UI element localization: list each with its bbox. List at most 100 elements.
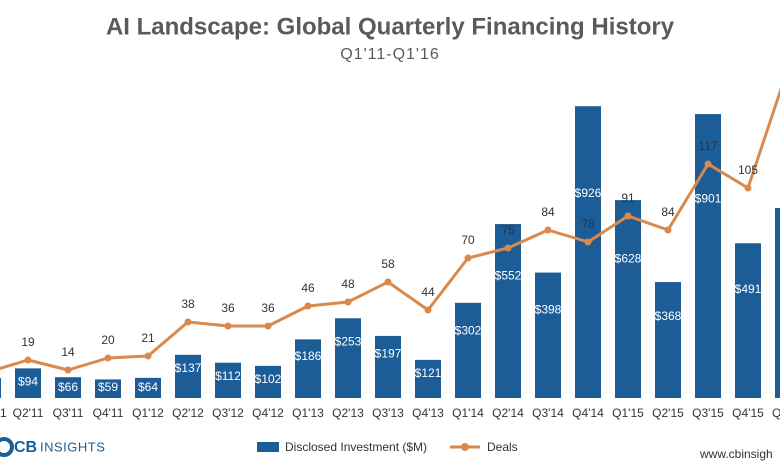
x-tick-label: Q4'14 bbox=[572, 406, 604, 420]
deals-value-label: 58 bbox=[381, 257, 395, 271]
bar bbox=[95, 379, 121, 398]
bar-value-label: $94 bbox=[18, 375, 38, 389]
deals-point bbox=[584, 238, 592, 246]
bar-value-label: $398 bbox=[535, 302, 562, 316]
legend-label: Disclosed Investment ($M) bbox=[285, 440, 427, 454]
deals-value-label: 105 bbox=[738, 163, 758, 177]
bar bbox=[55, 377, 81, 398]
bar bbox=[455, 302, 481, 398]
deals-value-label: 48 bbox=[341, 277, 355, 291]
deals-value-label: 14 bbox=[61, 345, 75, 359]
x-tick-label: Q1'13 bbox=[292, 406, 324, 420]
chart-subtitle: Q1'11-Q1'16 bbox=[340, 46, 440, 63]
deals-point bbox=[64, 366, 72, 374]
deals-value-label: 75 bbox=[501, 223, 515, 237]
deals-point bbox=[464, 254, 472, 262]
bar-value-label: $66 bbox=[58, 380, 78, 394]
bar bbox=[335, 318, 361, 398]
bar bbox=[695, 114, 721, 398]
bar bbox=[535, 272, 561, 398]
bar-value-label: $628 bbox=[615, 252, 642, 266]
bar-value-label: $112 bbox=[215, 369, 241, 383]
bar bbox=[615, 200, 641, 398]
x-tick-label: Q2'14 bbox=[492, 406, 524, 420]
deals-value-label: 91 bbox=[621, 191, 635, 205]
bar-value-label: $901 bbox=[695, 191, 722, 205]
deals-value-label: 84 bbox=[661, 205, 675, 219]
x-tick-label: Q4'12 bbox=[252, 406, 284, 420]
bar-value-label: $302 bbox=[455, 324, 482, 338]
x-tick-label: Q2'15 bbox=[652, 406, 684, 420]
x-tick-label: Q1'15 bbox=[612, 406, 644, 420]
bar-value-label: $64 bbox=[138, 380, 158, 394]
x-tick-label: Q bbox=[772, 406, 780, 420]
bar bbox=[495, 224, 521, 398]
deals-point bbox=[664, 226, 672, 234]
bar bbox=[215, 362, 241, 398]
deals-point bbox=[424, 306, 432, 314]
deals-point bbox=[264, 322, 272, 330]
bar-value-label: $926 bbox=[575, 186, 602, 200]
bar-value-label: $368 bbox=[655, 309, 682, 323]
deals-point bbox=[224, 322, 232, 330]
deals-value-label: 46 bbox=[301, 281, 315, 295]
bar-value-label: $121 bbox=[415, 366, 442, 380]
x-tick-label: Q1'14 bbox=[452, 406, 484, 420]
logo-bold: CB bbox=[14, 439, 37, 456]
x-tick-label: Q3'14 bbox=[532, 406, 564, 420]
x-tick-label: Q3'15 bbox=[692, 406, 724, 420]
deals-point bbox=[304, 302, 312, 310]
deals-value-label: 84 bbox=[541, 205, 555, 219]
deals-value-label: 20 bbox=[101, 333, 115, 347]
legend-label: Deals bbox=[487, 440, 518, 454]
bar-value-label: $491 bbox=[735, 282, 762, 296]
x-tick-label: Q2'11 bbox=[13, 406, 44, 420]
deals-point bbox=[744, 184, 752, 192]
deals-value-label: 38 bbox=[181, 297, 195, 311]
bar bbox=[655, 282, 681, 398]
bar bbox=[15, 368, 41, 398]
x-tick-label: Q4'11 bbox=[93, 406, 124, 420]
chart-title: AI Landscape: Global Quarterly Financing… bbox=[106, 13, 675, 40]
website: www.cbinsigh bbox=[699, 447, 773, 461]
bar bbox=[135, 377, 161, 398]
bar-value-label: $102 bbox=[255, 372, 282, 386]
deals-value-label: 36 bbox=[261, 301, 275, 315]
logo: CB INSIGHTS bbox=[0, 437, 105, 457]
deals-point bbox=[104, 354, 112, 362]
x-tick-label: Q4'13 bbox=[412, 406, 444, 420]
deals-value-label: 78 bbox=[581, 217, 595, 231]
bar bbox=[735, 243, 761, 398]
x-tick-label: Q3'13 bbox=[372, 406, 404, 420]
bar bbox=[255, 365, 281, 398]
deals-point bbox=[144, 352, 152, 360]
legend-swatch-dot bbox=[461, 443, 469, 451]
logo-icon bbox=[0, 437, 14, 457]
bar-value-label: $137 bbox=[175, 361, 202, 375]
bar bbox=[0, 378, 1, 398]
x-tick-label: 1 bbox=[0, 406, 7, 420]
deals-value-label: 70 bbox=[461, 233, 475, 247]
deals-point bbox=[384, 278, 392, 286]
bar-value-label: $197 bbox=[375, 347, 402, 361]
deals-point bbox=[184, 318, 192, 326]
deals-point bbox=[624, 212, 632, 220]
bar bbox=[175, 354, 201, 398]
deals-value-label: 117 bbox=[698, 139, 717, 153]
bar-value-label: $59 bbox=[98, 380, 118, 394]
x-tick-label: Q3'11 bbox=[53, 406, 84, 420]
bar-value-label: $186 bbox=[295, 349, 322, 363]
bar bbox=[415, 359, 441, 398]
deals-point bbox=[504, 244, 512, 252]
bar bbox=[775, 207, 780, 398]
deals-value-label: 19 bbox=[21, 335, 35, 349]
deals-point bbox=[24, 356, 32, 364]
deals-value-label: 21 bbox=[141, 331, 155, 345]
deals-value-label: 44 bbox=[421, 285, 435, 299]
deals-point bbox=[704, 160, 712, 168]
legend-swatch bbox=[257, 442, 279, 452]
x-tick-label: Q4'15 bbox=[732, 406, 764, 420]
bar bbox=[295, 339, 321, 398]
bar-value-label: $253 bbox=[335, 334, 362, 348]
